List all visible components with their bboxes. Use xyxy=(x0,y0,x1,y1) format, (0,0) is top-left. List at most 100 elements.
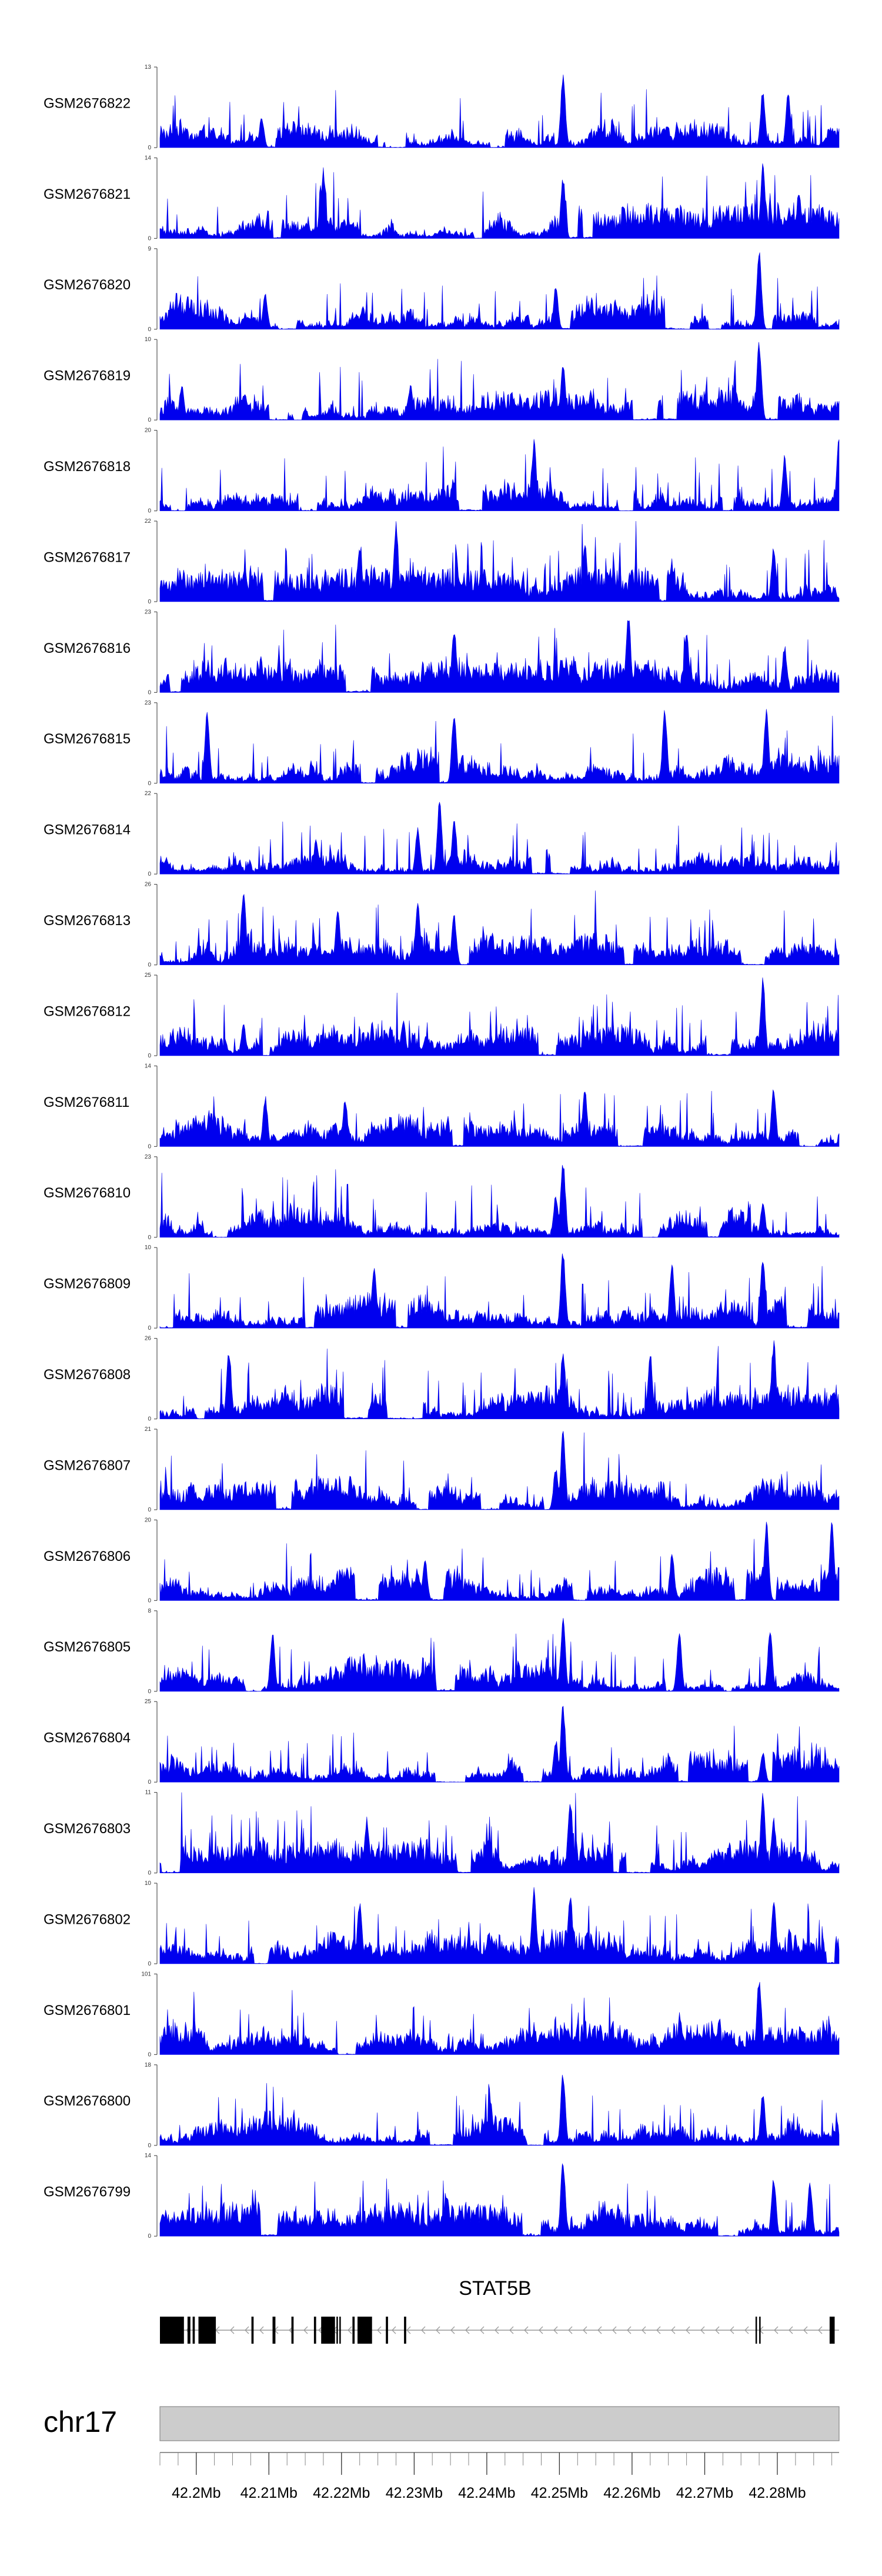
strand-chevron xyxy=(450,2326,455,2334)
track-GSM2676802: GSM2676802 10 0 xyxy=(44,1880,840,1967)
axis-tick-label: 42.25Mb xyxy=(531,2485,588,2501)
track-ymin-label: 0 xyxy=(148,599,151,605)
track-GSM2676812: GSM2676812 25 0 xyxy=(44,972,840,1059)
exon xyxy=(187,2317,191,2344)
track-ymax-label: 23 xyxy=(145,1154,152,1160)
track-ymin-label: 0 xyxy=(148,2233,151,2240)
strand-chevron xyxy=(627,2326,632,2334)
strand-chevron xyxy=(656,2326,661,2334)
strand-chevron xyxy=(392,2326,396,2334)
strand-chevron xyxy=(348,2326,352,2334)
track-GSM2676809: GSM2676809 10 0 xyxy=(44,1244,840,1332)
coverage-area xyxy=(159,709,840,784)
track-label: GSM2676804 xyxy=(44,1730,131,1746)
exon xyxy=(198,2317,216,2344)
track-GSM2676813: GSM2676813 26 0 xyxy=(44,882,840,969)
strand-chevron xyxy=(744,2326,749,2334)
exon xyxy=(160,2317,184,2344)
strand-chevron xyxy=(436,2326,440,2334)
track-label: GSM2676821 xyxy=(44,186,131,202)
track-label: GSM2676799 xyxy=(44,2184,131,2200)
track-label: GSM2676800 xyxy=(44,2093,131,2109)
track-ymax-label: 22 xyxy=(145,518,152,525)
strand-chevron xyxy=(686,2326,690,2334)
gene-label: STAT5B xyxy=(459,2277,531,2300)
track-GSM2676800: GSM2676800 18 0 xyxy=(44,2062,840,2149)
strand-chevron xyxy=(568,2326,573,2334)
track-GSM2676816: GSM2676816 23 0 xyxy=(44,609,840,696)
exon xyxy=(321,2317,335,2344)
strand-chevron xyxy=(583,2326,587,2334)
exon xyxy=(352,2317,355,2344)
axis-tick-label: 42.23Mb xyxy=(386,2485,443,2501)
track-ymin-label: 0 xyxy=(148,1507,151,1513)
track-ymax-label: 25 xyxy=(145,972,152,979)
exon xyxy=(336,2317,338,2344)
track-ymax-label: 10 xyxy=(145,1244,152,1251)
strand-chevron xyxy=(318,2326,323,2334)
track-ymax-label: 10 xyxy=(145,1880,152,1887)
strand-chevron xyxy=(539,2326,543,2334)
track-label: GSM2676810 xyxy=(44,1185,131,1201)
strand-chevron xyxy=(245,2326,249,2334)
track-ymax-label: 10 xyxy=(145,336,152,343)
track-ymin-label: 0 xyxy=(148,1234,151,1241)
strand-chevron xyxy=(774,2326,779,2334)
track-ymax-label: 14 xyxy=(145,1063,152,1069)
coverage-area xyxy=(159,2074,840,2146)
track-ymax-label: 101 xyxy=(141,1971,151,1977)
coverage-area xyxy=(159,439,840,511)
track-GSM2676804: GSM2676804 25 0 xyxy=(44,1699,840,1786)
track-ymax-label: 22 xyxy=(145,790,152,797)
coverage-area xyxy=(159,163,840,239)
axis-tick-label: 42.22Mb xyxy=(313,2485,370,2501)
track-ymax-label: 8 xyxy=(148,1608,151,1614)
coverage-area xyxy=(159,1706,840,1783)
strand-chevron xyxy=(789,2326,793,2334)
track-label: GSM2676815 xyxy=(44,731,131,747)
track-label: GSM2676806 xyxy=(44,1549,131,1564)
track-label: GSM2676820 xyxy=(44,277,131,293)
track-GSM2676822: GSM2676822 13 0 xyxy=(44,64,840,151)
track-label: GSM2676805 xyxy=(44,1639,131,1655)
coverage-area xyxy=(159,1340,840,1419)
track-ymin-label: 0 xyxy=(148,2143,151,2149)
track-GSM2676808: GSM2676808 26 0 xyxy=(44,1336,840,1423)
coverage-area xyxy=(159,342,840,421)
coverage-area xyxy=(159,1981,840,2055)
track-label: GSM2676816 xyxy=(44,640,131,656)
strand-chevron xyxy=(671,2326,676,2334)
gene-track: STAT5B xyxy=(160,2277,839,2344)
chromosome-label: chr17 xyxy=(44,2405,117,2438)
track-label: GSM2676809 xyxy=(44,1276,131,1292)
axis-tick-label: 42.2Mb xyxy=(172,2485,220,2501)
track-ymax-label: 26 xyxy=(145,1336,152,1342)
track-ymax-label: 23 xyxy=(145,700,152,706)
track-label: GSM2676818 xyxy=(44,459,131,475)
track-ymax-label: 21 xyxy=(145,1426,152,1433)
strand-chevron xyxy=(553,2326,558,2334)
track-GSM2676815: GSM2676815 23 0 xyxy=(44,700,840,787)
exon xyxy=(251,2317,254,2344)
coverage-area xyxy=(159,1164,840,1238)
strand-chevron xyxy=(406,2326,411,2334)
coverage-area xyxy=(159,252,840,330)
track-ymax-label: 26 xyxy=(145,882,152,888)
exon xyxy=(404,2317,406,2344)
track-ymin-label: 0 xyxy=(148,417,151,423)
track-ymin-label: 0 xyxy=(148,1143,151,1150)
track-GSM2676814: GSM2676814 22 0 xyxy=(44,790,840,877)
track-ymax-label: 14 xyxy=(145,2153,152,2159)
strand-chevron xyxy=(715,2326,720,2334)
coverage-tracks: GSM2676822130GSM2676821140GSM267682090GS… xyxy=(44,64,840,2240)
strand-chevron xyxy=(465,2326,470,2334)
strand-chevron xyxy=(524,2326,529,2334)
track-GSM2676811: GSM2676811 14 0 xyxy=(44,1063,840,1150)
coverage-area xyxy=(159,1618,840,1692)
strand-chevron xyxy=(642,2326,646,2334)
strand-chevron xyxy=(303,2326,308,2334)
coverage-area xyxy=(159,1521,840,1601)
track-ymax-label: 14 xyxy=(145,155,152,161)
track-ymin-label: 0 xyxy=(148,2051,151,2058)
